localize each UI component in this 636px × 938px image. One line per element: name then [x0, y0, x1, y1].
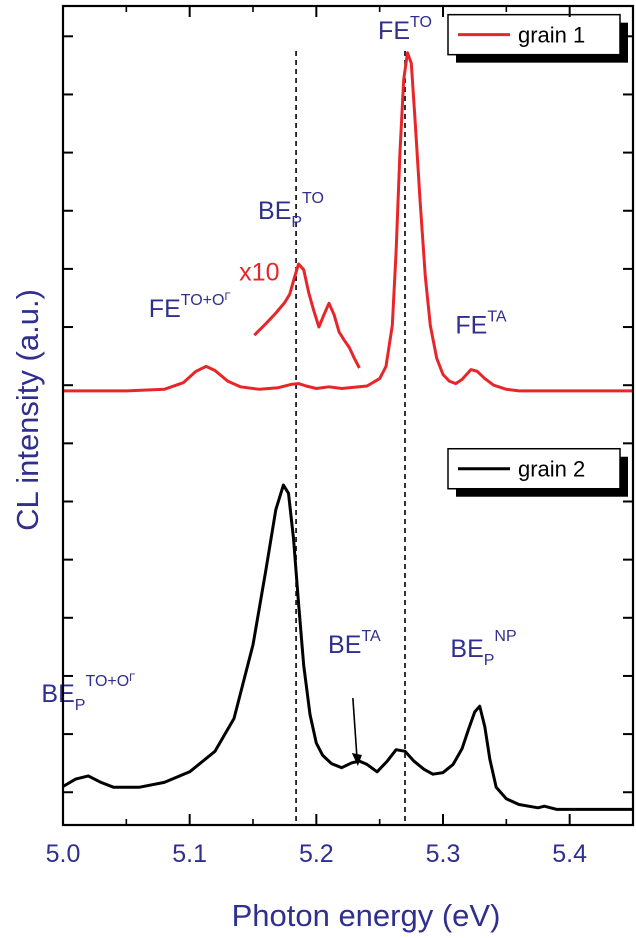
arrow-shaft	[352, 697, 358, 757]
series-line-0	[63, 51, 633, 393]
annotation-4: FETA	[455, 309, 507, 340]
x-axis-title: Photon energy (eV)	[232, 898, 501, 933]
x-tick-label-3: 5.3	[426, 840, 461, 868]
legends: grain 1 grain 2	[447, 13, 628, 497]
annotations: FETO BEPTO x10 FETO+OΓ FETA BETA BEPNP BEPTO+OΓ	[41, 14, 517, 767]
arrow-head	[351, 753, 362, 767]
series-line-1	[253, 262, 361, 369]
annotation-2: x10	[239, 258, 279, 286]
x-tick-label-0: 5.0	[46, 840, 81, 868]
x-tick-label-2: 5.2	[299, 840, 334, 868]
annotation-3: FETO+OΓ	[149, 291, 231, 323]
annotation-5: BETA	[328, 628, 381, 659]
legend-label-1: grain 2	[518, 457, 585, 482]
annotation-6: BEPNP	[450, 628, 516, 669]
annotation-0: FETO	[378, 14, 432, 45]
y-axis-title: CL intensity (a.u.)	[10, 289, 45, 531]
series-layer	[62, 51, 633, 811]
axes: 5.0 5.1 5.2 5.3 5.4	[46, 4, 635, 868]
annotation-7: BEPTO+OΓ	[41, 672, 135, 714]
annotation-1: BEPTO	[258, 190, 324, 231]
x-tick-label-4: 5.4	[552, 840, 587, 868]
legend-label-0: grain 1	[518, 23, 585, 48]
plot-frame	[61, 4, 635, 827]
dashed-reference-lines	[295, 51, 406, 825]
x-tick-label-1: 5.1	[172, 840, 207, 868]
